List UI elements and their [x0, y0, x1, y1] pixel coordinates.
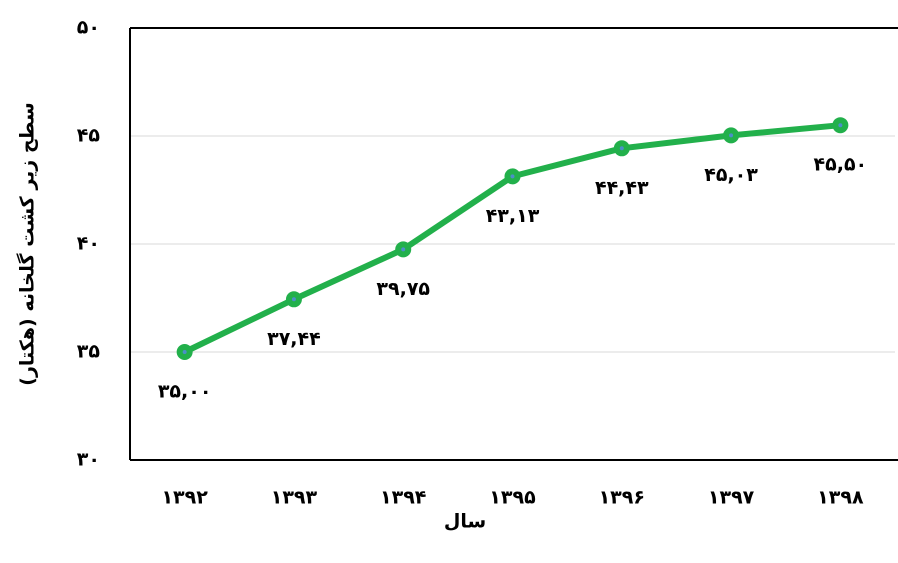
data-label: ۴۵,۰۳ [704, 164, 758, 186]
marker-center [182, 350, 187, 354]
x-tick-label: ۱۳۹۲ [161, 487, 208, 509]
data-label: ۳۷,۴۴ [267, 328, 321, 350]
marker-center [729, 133, 734, 138]
x-tick-label: ۱۳۹۵ [489, 487, 536, 509]
data-label: ۳۵,۰۰ [158, 381, 212, 403]
data-label: ۳۹,۷۵ [376, 278, 430, 300]
marker-center [838, 123, 843, 128]
y-tick-label: ۳۵ [77, 341, 101, 363]
data-label: ۴۵,۵۰ [814, 154, 868, 176]
x-axis-label: سال [444, 511, 486, 533]
x-tick-label: ۱۳۹۷ [708, 487, 755, 509]
y-tick-label: ۵۰ [77, 17, 100, 39]
x-tick-label: ۱۳۹۶ [599, 487, 645, 509]
x-tick-label: ۱۳۹۴ [380, 487, 426, 509]
x-tick-label: ۱۳۹۳ [271, 487, 318, 509]
data-label: ۴۴,۴۳ [595, 177, 649, 199]
y-tick-label: ۴۵ [77, 125, 101, 147]
series-line [183, 122, 841, 355]
marker-center [291, 297, 296, 302]
marker-center [510, 174, 515, 179]
x-tick-label: ۱۳۹۸ [817, 487, 864, 509]
data-label: ۴۳,۱۳ [486, 205, 540, 227]
y-tick-label: ۴۰ [77, 233, 100, 255]
y-tick-label: ۳۰ [77, 449, 100, 471]
y-axis-label: سطح زیر کشت گلخانه (هکتار) [16, 102, 39, 385]
marker-center [619, 146, 624, 151]
marker-center [401, 247, 406, 252]
